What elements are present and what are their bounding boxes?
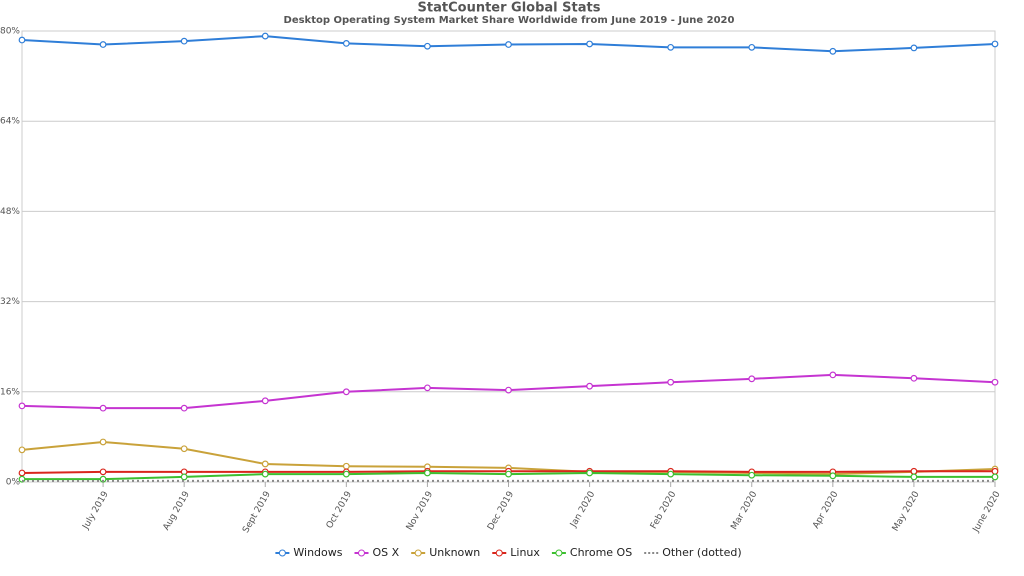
y-tick-label: 64% — [0, 117, 20, 127]
legend-label: Unknown — [429, 546, 480, 559]
data-point — [99, 475, 107, 483]
legend: Windows OS X Unknown Linux Chrome OS Other (d… — [275, 546, 742, 559]
legend-marker — [358, 549, 365, 557]
data-point — [99, 41, 107, 48]
data-point — [910, 374, 918, 382]
data-point — [667, 470, 675, 478]
data-point — [180, 37, 188, 45]
data-point — [180, 445, 188, 453]
legend-marker — [555, 549, 563, 557]
data-point — [910, 44, 918, 52]
data-point — [261, 470, 269, 478]
y-tick-label: 80% — [0, 27, 20, 37]
y-tick-label: 32% — [0, 297, 20, 307]
data-point — [261, 460, 269, 468]
x-tick-label: Mar 2020 — [729, 490, 759, 532]
legend-marker — [278, 549, 286, 557]
data-point — [424, 384, 431, 392]
legend-label: Other (dotted) — [662, 546, 741, 559]
data-point — [18, 446, 26, 454]
data-point — [18, 402, 26, 410]
data-point — [505, 386, 512, 394]
legend-marker — [414, 549, 422, 557]
data-point — [829, 47, 837, 55]
data-point — [424, 469, 431, 477]
x-tick-label: Sept 2019 — [241, 490, 273, 535]
data-point — [424, 42, 431, 50]
data-point — [991, 467, 999, 475]
x-tick-label: Nov 2019 — [405, 490, 435, 533]
data-point — [586, 382, 593, 390]
x-tick-label: Feb 2020 — [649, 490, 679, 531]
legend-label: Windows — [293, 546, 342, 559]
data-point — [342, 470, 350, 478]
data-point — [829, 472, 837, 480]
data-point — [586, 469, 593, 477]
x-tick-label: June 2020 — [971, 490, 1003, 535]
data-point — [991, 473, 999, 481]
data-point — [586, 40, 593, 48]
data-point — [910, 467, 918, 475]
legend-label: OS X — [373, 546, 400, 559]
chart-subtitle: Desktop Operating System Market Share Wo… — [284, 15, 735, 26]
legend-label: Linux — [510, 546, 540, 559]
data-point — [261, 397, 269, 405]
legend-marker — [495, 549, 503, 557]
chart-title: StatCounter Global Stats — [418, 1, 601, 16]
data-point — [748, 375, 756, 383]
data-point — [180, 473, 188, 481]
x-tick-label: July 2019 — [81, 490, 111, 532]
data-point — [18, 36, 26, 44]
data-point — [667, 378, 675, 386]
data-point — [505, 41, 512, 48]
data-point — [99, 468, 107, 476]
data-point — [748, 43, 756, 51]
legend-label: Chrome OS — [570, 546, 632, 559]
x-tick-label: Jan 2020 — [568, 490, 597, 530]
data-point — [180, 404, 188, 412]
x-tick-label: Oct 2019 — [325, 490, 354, 531]
data-point — [991, 40, 999, 48]
plot-frame — [21, 30, 996, 483]
data-point — [99, 404, 107, 412]
data-point — [505, 470, 512, 478]
data-point — [99, 438, 107, 446]
data-point — [342, 462, 350, 470]
data-point — [991, 378, 999, 386]
y-tick-label: 16% — [0, 387, 20, 397]
x-tick-label: Apr 2020 — [811, 490, 840, 531]
x-tick-label: May 2020 — [891, 490, 922, 534]
data-point — [667, 43, 675, 51]
data-point — [829, 371, 837, 379]
x-tick-label: Dec 2019 — [486, 490, 516, 533]
x-tick-label: Aug 2019 — [162, 490, 192, 533]
y-tick-label: 48% — [0, 207, 20, 217]
y-tick-label: 0% — [6, 478, 21, 488]
data-point — [748, 471, 756, 479]
data-point — [342, 40, 350, 47]
data-point — [261, 32, 269, 40]
data-point — [342, 388, 350, 396]
data-point — [910, 473, 918, 481]
data-point — [18, 469, 26, 477]
